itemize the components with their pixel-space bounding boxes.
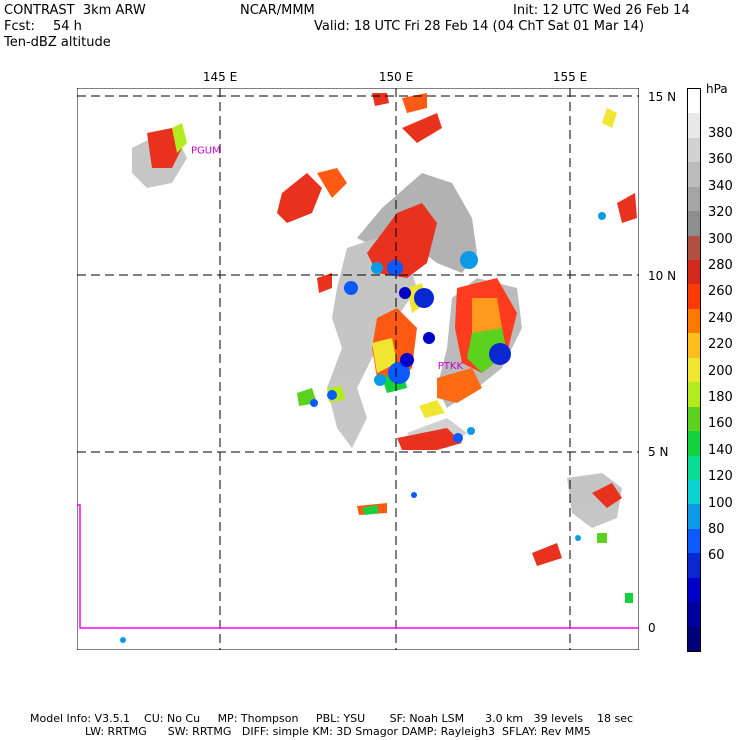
colorbar-tick-label: 200 — [708, 363, 733, 379]
forecast-hour: 54 h — [53, 19, 82, 34]
domain-boundary — [77, 504, 639, 629]
colorbar-segment — [688, 528, 700, 554]
lat-label-5n: 5 N — [648, 445, 669, 459]
colorbar-tick-label: 380 — [708, 126, 733, 141]
colorbar-segment — [688, 431, 700, 456]
lon-label-145: 145 E — [202, 70, 238, 84]
colorbar-segment — [688, 357, 700, 383]
colorbar-segment — [688, 89, 700, 114]
lon-label-155: 155 E — [552, 70, 588, 84]
colorbar-tick-label: 160 — [708, 416, 733, 432]
forecast-label: Fcst: — [4, 19, 35, 34]
echo-field-cold-cores — [120, 212, 606, 643]
radar-map: PGUM PTKK — [77, 88, 639, 650]
colorbar-segment — [688, 504, 700, 530]
colorbar-tick-label: 300 — [708, 231, 733, 247]
colorbar-segment — [688, 333, 700, 359]
colorbar-unit: hPa — [706, 82, 728, 96]
station-pgum: PGUM — [191, 145, 221, 156]
colorbar-segment — [688, 382, 700, 408]
colorbar-segment — [688, 186, 700, 212]
colorbar-tick-label: 140 — [708, 442, 733, 458]
graticule — [77, 88, 639, 650]
center-name: NCAR/MMM — [240, 3, 315, 18]
colorbar-segment — [688, 260, 700, 285]
colorbar-segment — [688, 602, 700, 628]
colorbar-segment — [688, 577, 700, 603]
lon-label-150: 150 E — [378, 70, 414, 84]
colorbar-segment — [688, 455, 700, 481]
colorbar — [687, 88, 701, 652]
colorbar-segment — [688, 308, 700, 334]
colorbar-tick-label: 320 — [708, 205, 733, 221]
colorbar-segment — [688, 284, 700, 310]
station-label-ptkk: PTKK — [438, 361, 464, 372]
colorbar-tick-label: 60 — [708, 548, 725, 564]
colorbar-segment — [688, 211, 700, 237]
colorbar-segment — [688, 235, 700, 261]
lat-label-15n: 15 N — [648, 90, 677, 104]
colorbar-tick-label: 120 — [708, 469, 733, 485]
colorbar-tick-label: 180 — [708, 390, 733, 405]
lat-label-10n: 10 N — [648, 269, 677, 283]
colorbar-segment — [688, 162, 700, 188]
model-info-line2: LW: RRTMG SW: RRTMG DIFF: simple KM: 3D … — [85, 725, 591, 738]
station-label-pgum: PGUM — [191, 145, 221, 156]
colorbar-segment — [688, 479, 700, 505]
colorbar-tick-label: 240 — [708, 310, 733, 326]
colorbar-segment — [688, 406, 700, 432]
colorbar-tick-label: 100 — [708, 495, 733, 511]
colorbar-tick-label: 260 — [708, 284, 733, 300]
colorbar-tick-label: 340 — [708, 178, 733, 194]
lat-label-eq: 0 — [648, 621, 656, 635]
colorbar-segment — [688, 553, 700, 579]
valid-time: Valid: 18 UTC Fri 28 Feb 14 (04 ChT Sat … — [314, 19, 645, 34]
colorbar-segment — [688, 626, 700, 652]
colorbar-tick-label: 360 — [708, 152, 733, 168]
station-ptkk: PTKK — [438, 361, 464, 372]
colorbar-segment — [688, 113, 700, 139]
colorbar-segment — [688, 137, 700, 163]
field-name: Ten-dBZ altitude — [4, 35, 111, 50]
colorbar-tick-label: 220 — [708, 337, 733, 353]
colorbar-tick-label: 80 — [708, 522, 725, 537]
colorbar-tick-label: 280 — [708, 258, 733, 273]
model-info-line1: Model Info: V3.5.1 CU: No Cu MP: Thompso… — [30, 712, 634, 725]
init-time: Init: 12 UTC Wed 26 Feb 14 — [513, 3, 690, 18]
model-title: CONTRAST 3km ARW — [4, 3, 146, 18]
